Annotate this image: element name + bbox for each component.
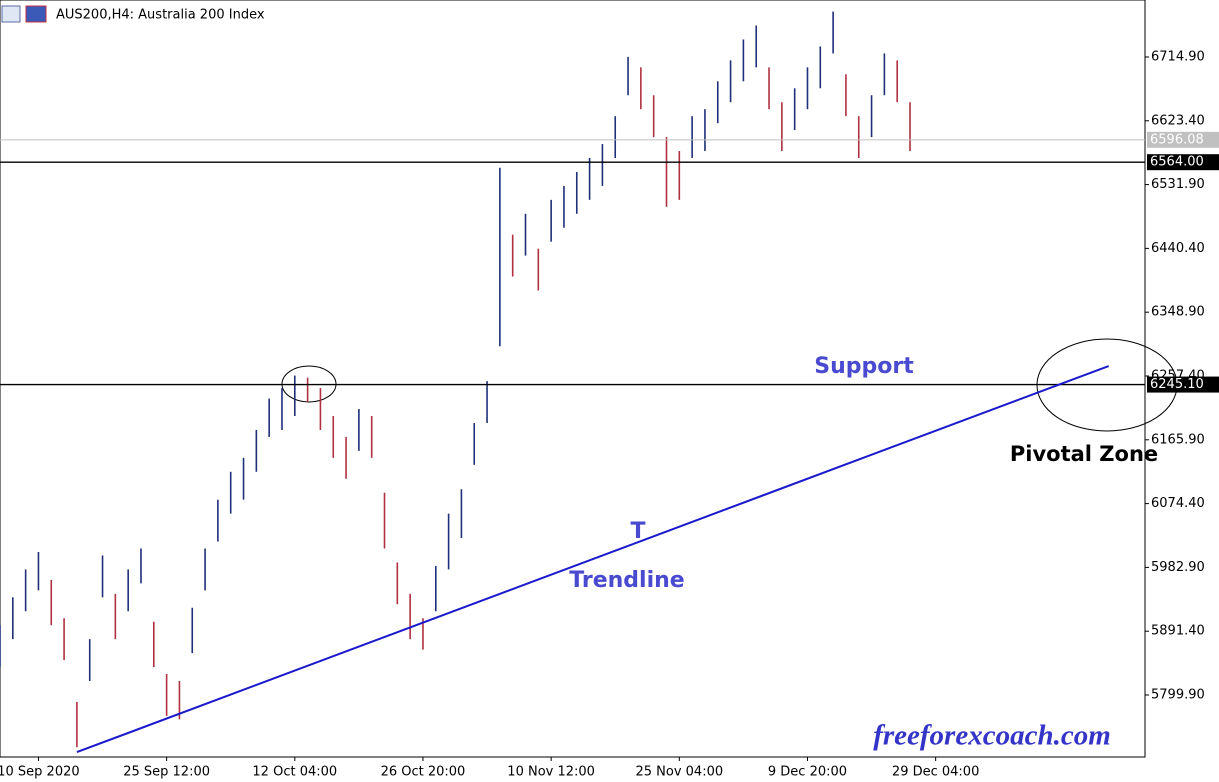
icon — [25, 5, 47, 23]
x-tick-label: 10 Nov 12:00 — [507, 765, 595, 780]
trendline — [76, 365, 1110, 754]
y-tick-label: 5982.90 — [1151, 560, 1205, 575]
icon — [1, 5, 21, 23]
y-tick-label: 6440.40 — [1151, 241, 1205, 256]
y-tick-label: 6074.40 — [1151, 496, 1205, 511]
y-tick-label: 5799.90 — [1151, 688, 1205, 703]
watermark: freeforexcoach.com — [873, 720, 1111, 752]
x-tick-label: 12 Oct 04:00 — [252, 765, 337, 780]
y-tick-label: 6531.90 — [1151, 177, 1205, 192]
price-box — [1147, 131, 1219, 148]
y-tick-label: 6623.40 — [1151, 113, 1205, 128]
annotation: Support — [814, 354, 914, 379]
y-tick-label: 6714.90 — [1151, 49, 1205, 64]
x-tick-label: 25 Nov 04:00 — [635, 765, 723, 780]
x-tick-label: 29 Dec 04:00 — [892, 765, 979, 780]
x-tick-label: 10 Sep 2020 — [0, 765, 80, 780]
annotation: Pivotal Zone — [1010, 442, 1158, 466]
price-box — [1147, 376, 1219, 393]
x-tick-label: 26 Oct 20:00 — [381, 765, 466, 780]
annotation: T — [630, 519, 645, 544]
y-tick-label: 6165.90 — [1151, 432, 1205, 447]
y-tick-label: 5891.40 — [1151, 624, 1205, 639]
x-tick-label: 25 Sep 12:00 — [123, 765, 210, 780]
price-label: 6245.10 — [1150, 377, 1204, 392]
x-tick-label: 9 Dec 20:00 — [768, 765, 847, 780]
price-label: 6596.08 — [1150, 132, 1204, 147]
y-tick-label: 6348.90 — [1151, 305, 1205, 320]
chart-title: AUS200,H4: Australia 200 Index — [56, 8, 265, 23]
annotation: Trendline — [569, 568, 684, 593]
price-box — [1147, 154, 1219, 171]
price-label: 6564.00 — [1150, 155, 1204, 170]
plot-frame — [0, 0, 1146, 758]
